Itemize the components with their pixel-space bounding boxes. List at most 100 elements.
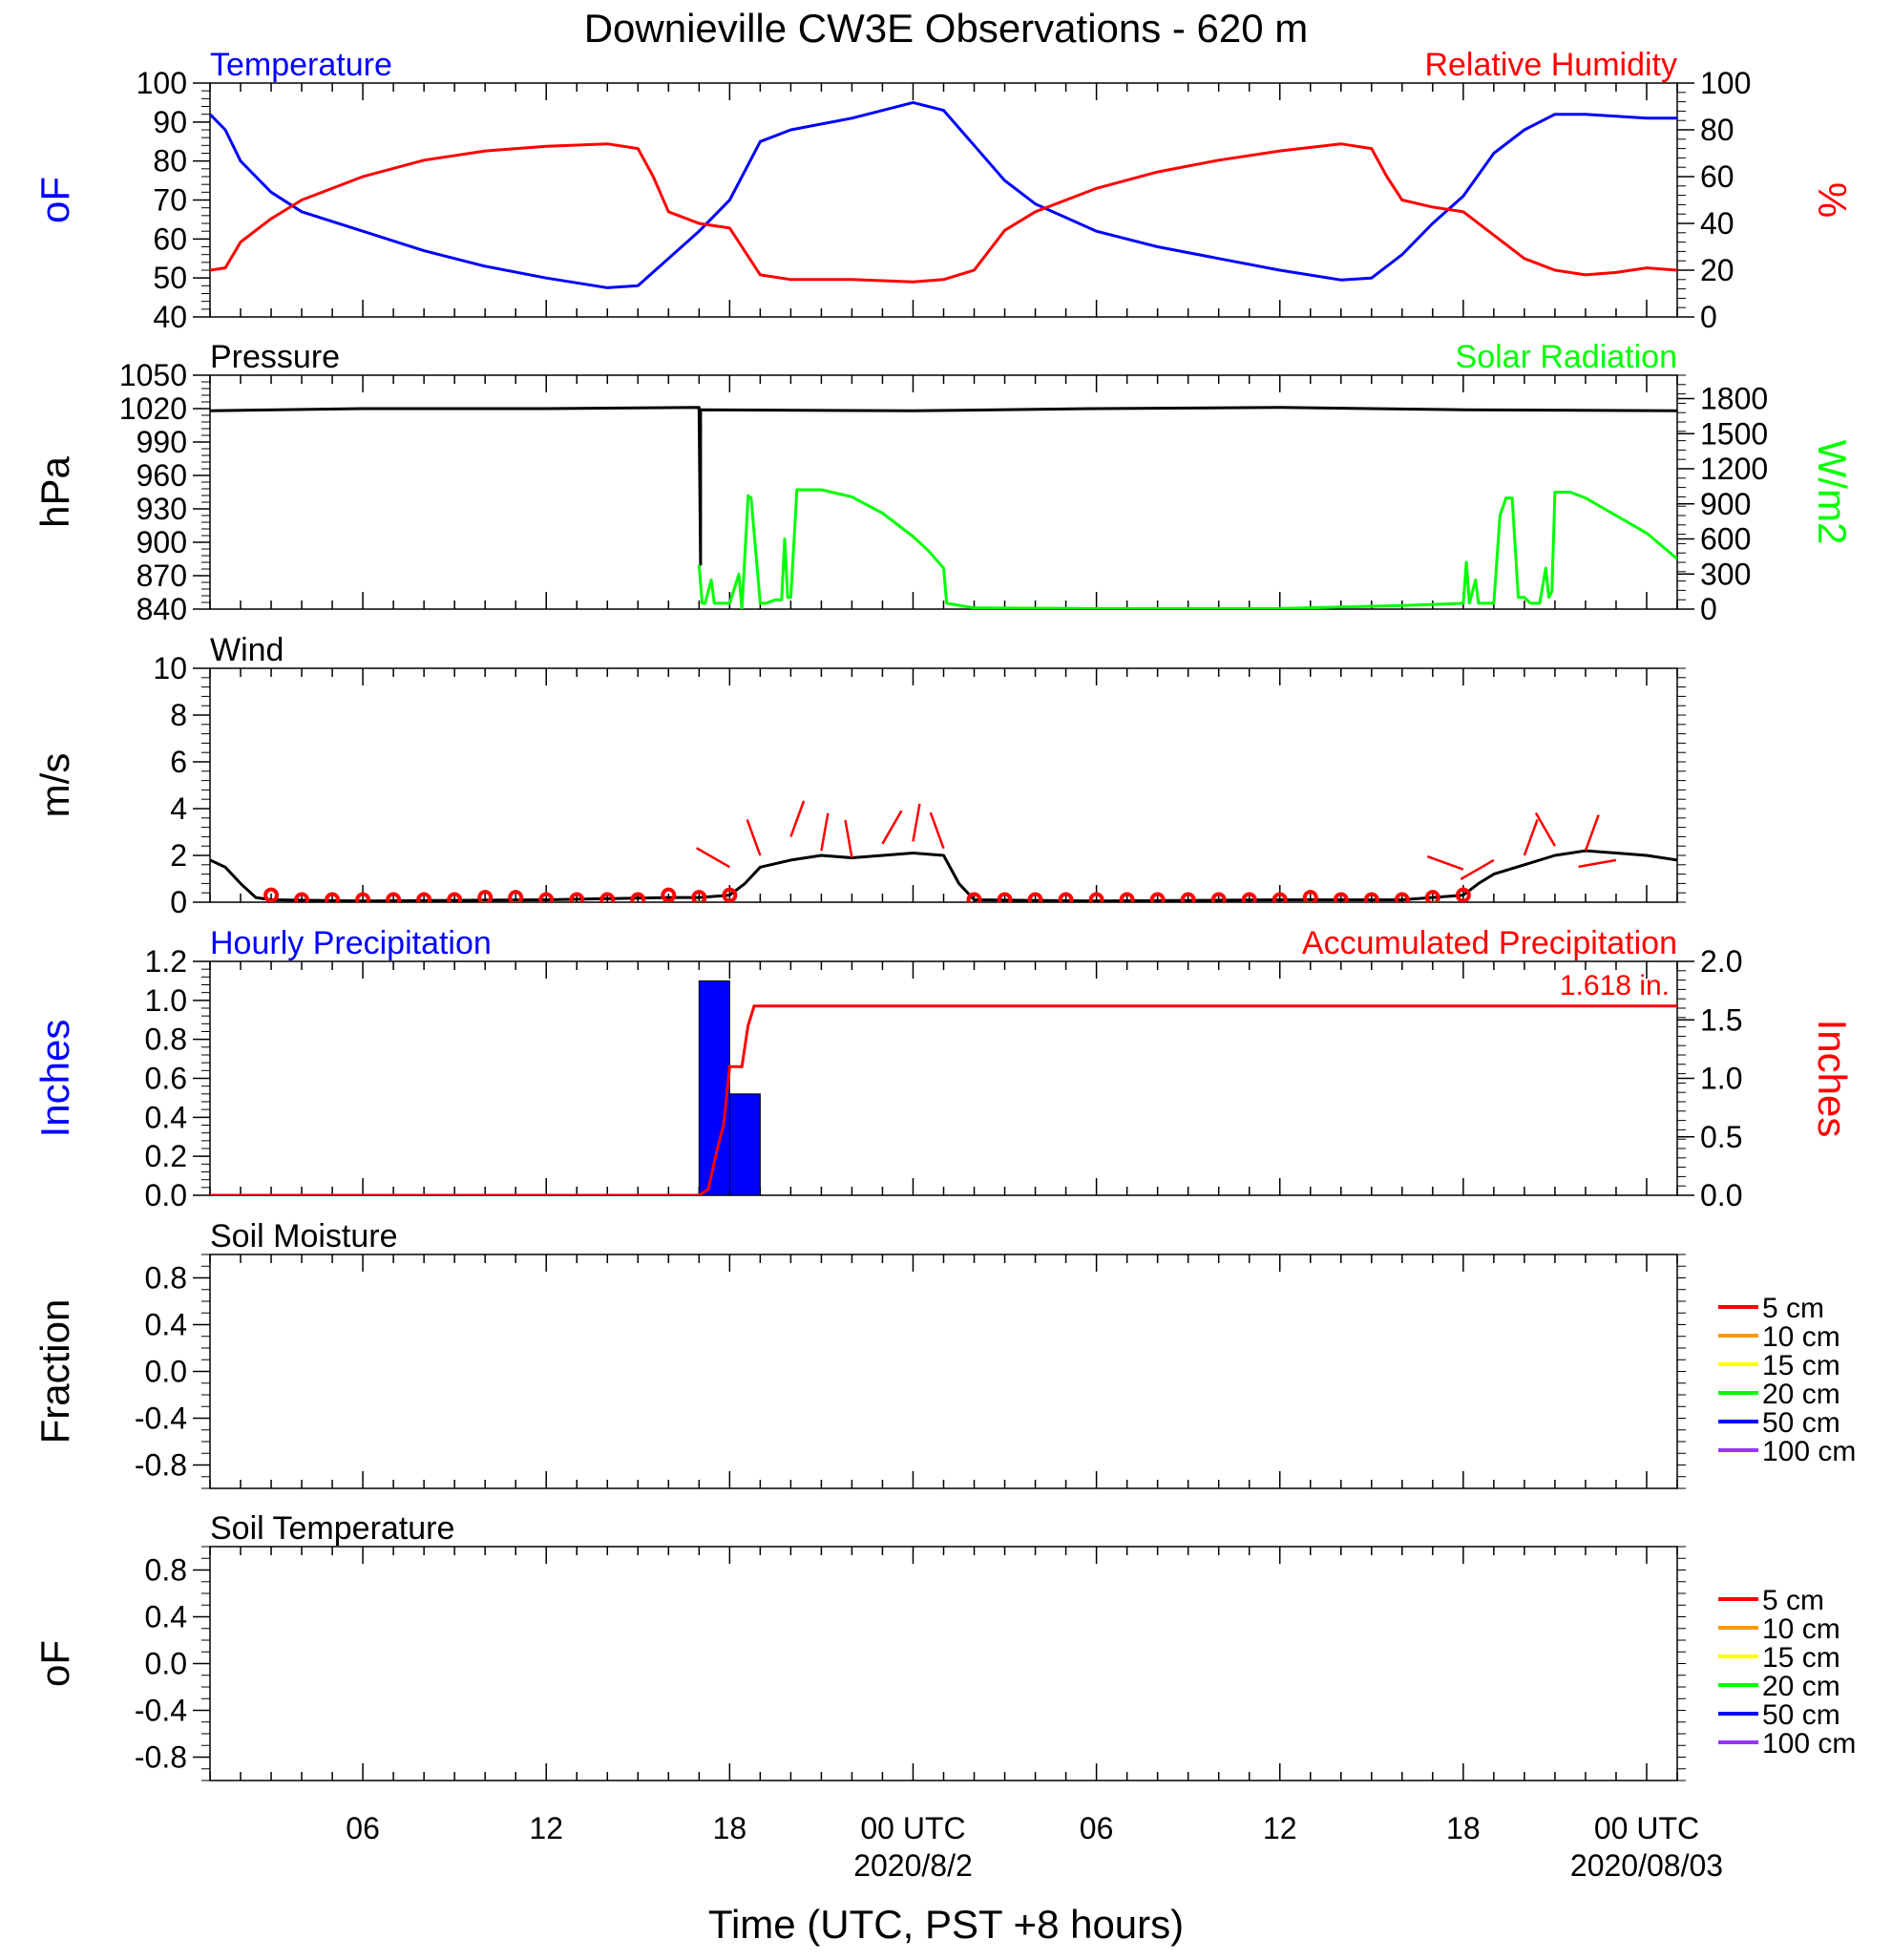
right-tick-label: 1200 bbox=[1700, 452, 1768, 486]
left-tick-label: 0 bbox=[170, 885, 187, 919]
wind-marker bbox=[599, 892, 616, 902]
left-tick-label: 0.4 bbox=[145, 1600, 187, 1634]
wind-marker bbox=[1394, 892, 1410, 902]
wind-marker bbox=[1241, 892, 1257, 902]
wind-marker bbox=[1302, 890, 1318, 902]
left-tick-label: 870 bbox=[137, 558, 187, 593]
wind-marker bbox=[1088, 892, 1104, 902]
left-tick-label: -0.4 bbox=[135, 1694, 187, 1728]
right-axis-label: W/m2 bbox=[1810, 440, 1855, 545]
right-tick-label: 1800 bbox=[1700, 382, 1768, 416]
left-tick-label: 1050 bbox=[119, 358, 187, 392]
right-tick-label: 100 bbox=[1700, 66, 1751, 100]
wind-barb bbox=[912, 803, 921, 842]
left-tick-label: 80 bbox=[153, 144, 187, 179]
date-label: 2020/8/2 bbox=[853, 1848, 973, 1883]
right-axis-label: % bbox=[1810, 182, 1855, 218]
accumulated-annotation: 1.618 in. bbox=[1560, 970, 1670, 1001]
wind-barb bbox=[929, 811, 945, 850]
left-tick-label: 8 bbox=[170, 698, 187, 732]
left-tick-label: 100 bbox=[137, 66, 187, 100]
wind-barb bbox=[1584, 814, 1600, 852]
plot-area bbox=[210, 800, 1677, 902]
series-line-left bbox=[210, 849, 1677, 902]
x-tick-label: 18 bbox=[713, 1811, 747, 1845]
legend-label: 20 cm bbox=[1762, 1671, 1840, 1702]
plot-area bbox=[210, 406, 1677, 609]
x-tick-label: 18 bbox=[1446, 1811, 1481, 1845]
wind-barb bbox=[820, 812, 830, 852]
panel-right-title: Accumulated Precipitation bbox=[1302, 925, 1677, 961]
left-tick-label: -0.8 bbox=[135, 1740, 187, 1775]
x-tick-label: 12 bbox=[529, 1811, 563, 1845]
left-tick-label: 990 bbox=[137, 425, 187, 459]
panel-left-title: Pressure bbox=[210, 339, 340, 375]
left-tick-label: 900 bbox=[137, 525, 187, 559]
wind-marker bbox=[538, 892, 555, 902]
panel-1: 1050102099096093090087084018001500120090… bbox=[32, 339, 1855, 626]
date-label: 2020/08/03 bbox=[1570, 1848, 1723, 1883]
left-tick-label: 840 bbox=[137, 592, 187, 626]
wind-marker bbox=[355, 892, 371, 902]
left-tick-label: -0.4 bbox=[135, 1402, 187, 1436]
left-tick-label: 0.6 bbox=[145, 1062, 187, 1096]
wind-marker bbox=[997, 892, 1013, 902]
wind-marker bbox=[477, 890, 494, 902]
wind-marker bbox=[1027, 892, 1043, 902]
wind-marker bbox=[508, 890, 524, 902]
wind-marker bbox=[691, 890, 707, 902]
series-line-left bbox=[210, 406, 1677, 566]
left-axis-label: hPa bbox=[32, 455, 77, 527]
wind-marker bbox=[447, 892, 463, 902]
wind-marker bbox=[1119, 892, 1135, 902]
right-tick-label: 2.0 bbox=[1700, 944, 1742, 979]
left-tick-label: 0.8 bbox=[145, 1261, 187, 1296]
panel-right-title: Solar Radiation bbox=[1456, 339, 1677, 375]
left-tick-label: -0.8 bbox=[135, 1448, 187, 1483]
wind-barb bbox=[1578, 858, 1617, 869]
wind-marker bbox=[1455, 887, 1471, 902]
wind-marker bbox=[569, 892, 585, 902]
panel-left-title: Wind bbox=[210, 632, 284, 668]
x-tick-label: 12 bbox=[1263, 1811, 1297, 1845]
left-tick-label: 960 bbox=[137, 458, 187, 493]
wind-marker bbox=[661, 887, 677, 902]
wind-marker bbox=[416, 892, 432, 902]
series-line-right bbox=[697, 488, 1677, 609]
wind-barb bbox=[746, 818, 762, 856]
panel-left-title: Hourly Precipitation bbox=[210, 925, 492, 961]
right-tick-label: 1.0 bbox=[1700, 1062, 1742, 1096]
legend-label: 10 cm bbox=[1762, 1613, 1840, 1645]
right-tick-label: 60 bbox=[1700, 159, 1734, 194]
right-tick-label: 0.5 bbox=[1700, 1120, 1742, 1154]
panel-left-title: Temperature bbox=[210, 47, 392, 83]
wind-marker bbox=[1180, 892, 1196, 902]
right-tick-label: 40 bbox=[1700, 206, 1734, 241]
right-tick-label: 900 bbox=[1700, 487, 1751, 521]
left-tick-label: 4 bbox=[170, 791, 187, 826]
left-tick-label: 10 bbox=[153, 651, 187, 685]
series-line-right bbox=[210, 142, 1677, 284]
left-tick-label: 0.0 bbox=[145, 1178, 187, 1212]
wind-marker bbox=[722, 887, 738, 902]
left-tick-label: 50 bbox=[153, 261, 187, 295]
left-axis-label: Fraction bbox=[32, 1299, 77, 1444]
legend-label: 5 cm bbox=[1762, 1585, 1824, 1616]
wind-marker bbox=[386, 892, 402, 902]
panel-3: 1.2 1.0 0.8 0.6 0.4 0.2 0.0 2.0 1.5 1.0 0.5 0.0 Hour… bbox=[32, 925, 1855, 1212]
plot-area bbox=[210, 980, 1677, 1195]
left-tick-label: 0.4 bbox=[145, 1308, 187, 1342]
x-tick-label: 06 bbox=[346, 1811, 380, 1845]
left-tick-label: 70 bbox=[153, 183, 187, 218]
legend-label: 5 cm bbox=[1762, 1293, 1824, 1324]
left-tick-label: 0.4 bbox=[145, 1100, 187, 1134]
legend-label: 50 cm bbox=[1762, 1699, 1840, 1731]
left-tick-label: 1.0 bbox=[145, 983, 187, 1018]
legend-label: 20 cm bbox=[1762, 1379, 1840, 1410]
right-axis-label: Inches bbox=[1810, 1020, 1855, 1138]
right-tick-label: 0 bbox=[1700, 300, 1717, 334]
left-axis-label: oF bbox=[32, 1640, 77, 1687]
x-tick-label: 06 bbox=[1080, 1811, 1114, 1845]
